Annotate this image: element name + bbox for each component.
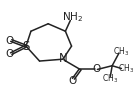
Text: O: O (68, 76, 76, 86)
Text: O: O (5, 49, 14, 59)
Text: N: N (59, 52, 67, 65)
Text: O: O (92, 64, 100, 74)
Text: CH$_3$: CH$_3$ (118, 62, 134, 75)
Text: S: S (22, 40, 30, 53)
Text: CH$_3$: CH$_3$ (102, 73, 118, 85)
Text: NH$_2$: NH$_2$ (62, 10, 83, 24)
Text: O: O (5, 36, 14, 46)
Text: CH$_3$: CH$_3$ (113, 45, 129, 58)
